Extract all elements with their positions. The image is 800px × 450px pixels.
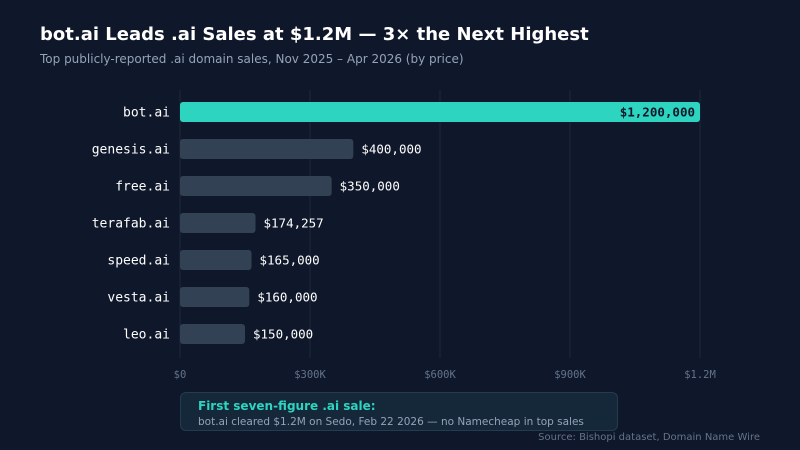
source-note: Source: Bishopi dataset, Domain Name Wir… [538,432,760,443]
x-tick-label: $600K [424,369,456,381]
value-label: $174,257 [264,216,324,231]
value-label: $160,000 [257,290,317,305]
value-label: $400,000 [361,142,421,157]
category-label: leo.ai [123,328,170,343]
bar [180,213,256,233]
value-label: $165,000 [260,253,320,268]
value-label: $150,000 [253,327,313,342]
callout-title: First seven-figure .ai sale: [198,399,376,413]
grid-lines [179,90,701,358]
category-label: terafab.ai [92,217,170,232]
x-tick-label: $900K [554,369,586,381]
callout-text: bot.ai cleared $1.2M on Sedo, Feb 22 202… [198,416,584,428]
callout-box: First seven-figure .ai sale: bot.ai clea… [180,392,618,431]
value-label: $1,200,000 [620,105,695,120]
x-tick-label: $300K [294,369,326,381]
x-tick-label: $1.2M [684,369,716,381]
x-tick-label: $0 [174,369,187,381]
bars [180,102,700,344]
category-label: genesis.ai [92,143,170,158]
chart-subtitle: Top publicly-reported .ai domain sales, … [40,52,464,66]
bar [180,287,250,307]
bar [180,250,252,270]
bar [180,176,332,196]
chart-title: bot.ai Leads .ai Sales at $1.2M — 3× the… [40,24,589,45]
bar [180,102,700,122]
category-label: bot.ai [123,106,170,121]
category-label: speed.ai [107,254,170,269]
bar [180,139,354,159]
category-label: vesta.ai [107,291,170,306]
value-label: $350,000 [340,179,400,194]
category-label: free.ai [115,180,170,195]
bar [180,324,245,344]
labels: $0 $300K $600K $900K $1.2M bot.ai $1,200,000 ge… [92,105,716,382]
